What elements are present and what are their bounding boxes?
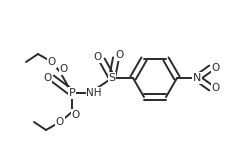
Text: O: O	[72, 110, 80, 120]
Text: O: O	[212, 83, 220, 93]
Text: O: O	[212, 63, 220, 73]
Text: N: N	[193, 73, 201, 83]
Text: O: O	[43, 73, 51, 83]
Text: O: O	[116, 50, 124, 60]
Text: P: P	[69, 88, 75, 98]
Text: NH: NH	[86, 88, 102, 98]
Text: O: O	[60, 64, 68, 74]
Text: S: S	[108, 73, 116, 83]
Text: O: O	[94, 52, 102, 62]
Text: O: O	[48, 57, 56, 67]
Text: O: O	[56, 117, 64, 127]
